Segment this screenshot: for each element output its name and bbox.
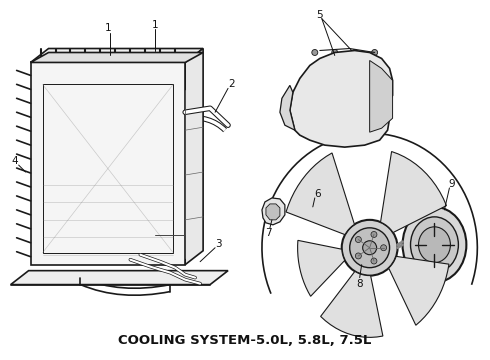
Ellipse shape xyxy=(312,50,318,55)
Polygon shape xyxy=(30,62,185,265)
Ellipse shape xyxy=(381,245,387,251)
Text: 2: 2 xyxy=(229,79,235,89)
Ellipse shape xyxy=(374,82,390,118)
Text: 1: 1 xyxy=(105,23,112,33)
Ellipse shape xyxy=(355,237,361,243)
Polygon shape xyxy=(30,53,203,62)
Ellipse shape xyxy=(332,50,338,55)
Ellipse shape xyxy=(132,50,148,60)
Ellipse shape xyxy=(350,228,390,268)
Ellipse shape xyxy=(292,88,304,102)
Ellipse shape xyxy=(355,253,361,259)
Ellipse shape xyxy=(352,50,358,55)
Text: 5: 5 xyxy=(317,10,323,20)
Text: 1: 1 xyxy=(152,19,159,30)
Text: 8: 8 xyxy=(356,279,363,289)
Polygon shape xyxy=(369,60,392,132)
Polygon shape xyxy=(185,49,203,265)
Ellipse shape xyxy=(307,207,317,219)
Ellipse shape xyxy=(290,95,306,115)
Ellipse shape xyxy=(371,258,377,264)
Ellipse shape xyxy=(288,110,302,126)
Polygon shape xyxy=(30,49,203,62)
Polygon shape xyxy=(11,271,228,285)
Polygon shape xyxy=(286,153,354,235)
Polygon shape xyxy=(389,256,449,325)
Ellipse shape xyxy=(87,50,103,60)
Ellipse shape xyxy=(355,83,360,88)
Ellipse shape xyxy=(411,217,458,273)
Ellipse shape xyxy=(355,112,360,117)
Polygon shape xyxy=(290,50,392,147)
Polygon shape xyxy=(262,198,285,225)
Ellipse shape xyxy=(362,98,367,103)
Polygon shape xyxy=(266,204,280,220)
Ellipse shape xyxy=(340,89,360,111)
Ellipse shape xyxy=(403,207,466,283)
Ellipse shape xyxy=(418,227,450,263)
Polygon shape xyxy=(280,85,295,130)
Ellipse shape xyxy=(330,78,369,122)
Polygon shape xyxy=(320,271,383,337)
Text: 9: 9 xyxy=(448,179,455,189)
Text: 6: 6 xyxy=(315,189,321,199)
Ellipse shape xyxy=(332,98,337,103)
Ellipse shape xyxy=(371,231,377,238)
Ellipse shape xyxy=(340,112,345,117)
Ellipse shape xyxy=(363,241,377,255)
Text: 3: 3 xyxy=(215,239,221,249)
Polygon shape xyxy=(297,240,345,296)
Polygon shape xyxy=(381,152,446,233)
Text: 7: 7 xyxy=(265,228,271,238)
Ellipse shape xyxy=(340,83,345,88)
Text: COOLING SYSTEM-5.0L, 5.8L, 7.5L: COOLING SYSTEM-5.0L, 5.8L, 7.5L xyxy=(118,334,372,347)
Ellipse shape xyxy=(342,220,397,276)
Ellipse shape xyxy=(371,50,378,55)
Ellipse shape xyxy=(322,71,378,130)
Text: 4: 4 xyxy=(11,156,18,166)
